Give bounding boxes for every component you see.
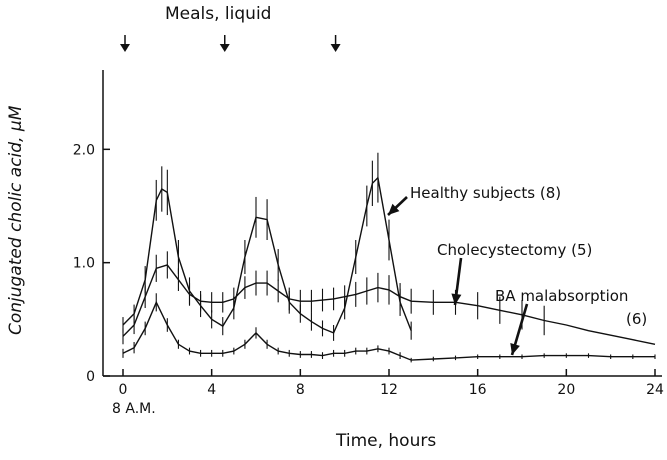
label-ba-count: (6)	[626, 310, 647, 328]
series-line-cholecystectomy	[122, 264, 656, 345]
label-healthy: Healthy subjects (8)	[410, 184, 561, 202]
x-tick-label: 20	[557, 382, 575, 398]
meals-title: Meals, liquid	[165, 4, 271, 24]
meal-arrow-head	[219, 44, 230, 52]
x-tick-label: 4	[207, 382, 216, 398]
annotation-arrows	[387, 196, 529, 356]
healthy-pointer-head	[388, 203, 400, 215]
series-line-ba-malabsorption	[122, 300, 655, 361]
label-cholecystectomy: Cholecystectomy (5)	[437, 241, 592, 259]
ba-malabsorption-pointer-head	[510, 343, 520, 355]
x-tick-label: 12	[380, 382, 398, 398]
meal-arrows	[120, 35, 341, 52]
meal-arrow-head	[120, 44, 130, 52]
y-tick-label: 1.0	[73, 256, 95, 272]
cholecystectomy-pointer-head	[451, 293, 462, 305]
x-start-label: 8 A.M.	[112, 401, 156, 417]
x-axis-title: Time, hours	[335, 431, 436, 451]
x-tick-label: 24	[646, 382, 664, 398]
y-tick-label: 0	[86, 369, 95, 385]
y-axis-title: Conjugated cholic acid, μM	[6, 105, 26, 335]
x-tick-label: 16	[469, 382, 487, 398]
series-ba-malabsorption	[122, 293, 656, 363]
x-tick-label: 8	[296, 382, 305, 398]
label-ba-malabsorption: BA malabsorption	[495, 287, 628, 305]
y-tick-label: 2.0	[73, 142, 95, 158]
y-ticks: 0 1.0 2.0	[73, 142, 110, 385]
meal-arrow-head	[330, 44, 341, 52]
series-healthy	[122, 152, 412, 341]
x-tick-label: 0	[119, 382, 128, 398]
x-ticks: 0 4 8 12 16 20 24	[119, 369, 664, 398]
